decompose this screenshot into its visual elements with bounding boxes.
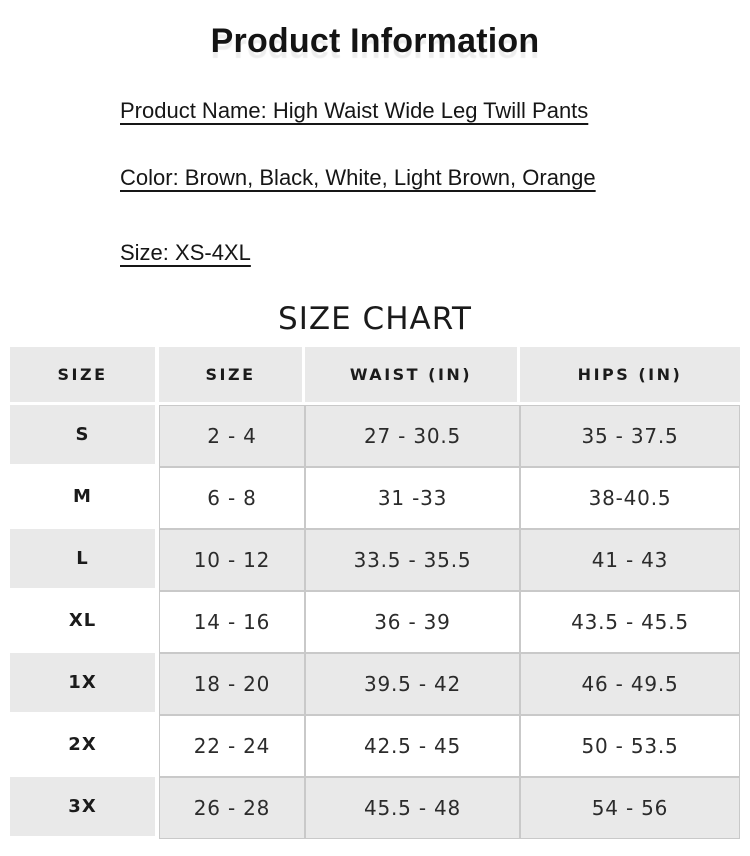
column-header-size-label: SIZE bbox=[10, 347, 159, 405]
color-line: Color: Brown, Black, White, Light Brown,… bbox=[120, 165, 596, 190]
size-label-cell: 1X bbox=[10, 653, 159, 715]
waist-cell: 31 -33 bbox=[305, 467, 520, 529]
hips-cell: 41 - 43 bbox=[520, 529, 740, 591]
waist-cell: 42.5 - 45 bbox=[305, 715, 520, 777]
column-header-hips: HIPS (IN) bbox=[520, 347, 740, 405]
waist-cell: 45.5 - 48 bbox=[305, 777, 520, 839]
column-header-size: SIZE bbox=[159, 347, 305, 405]
product-name-line: Product Name: High Waist Wide Leg Twill … bbox=[120, 98, 589, 123]
size-label-cell: XL bbox=[10, 591, 159, 653]
size-label-cell: M bbox=[10, 467, 159, 529]
us-size-cell: 18 - 20 bbox=[159, 653, 305, 715]
us-size-cell: 2 - 4 bbox=[159, 405, 305, 467]
size-line: Size: XS-4XL bbox=[120, 240, 251, 265]
waist-cell: 33.5 - 35.5 bbox=[305, 529, 520, 591]
waist-cell: 39.5 - 42 bbox=[305, 653, 520, 715]
hips-cell: 38-40.5 bbox=[520, 467, 740, 529]
hips-cell: 35 - 37.5 bbox=[520, 405, 740, 467]
hips-cell: 46 - 49.5 bbox=[520, 653, 740, 715]
hips-cell: 43.5 - 45.5 bbox=[520, 591, 740, 653]
size-chart-heading: SIZE CHART bbox=[278, 301, 472, 337]
hips-cell: 50 - 53.5 bbox=[520, 715, 740, 777]
page-title: Product Information bbox=[210, 22, 540, 60]
size-label-cell: L bbox=[10, 529, 159, 591]
waist-cell: 36 - 39 bbox=[305, 591, 520, 653]
product-info-section: Product Name: High Waist Wide Leg Twill … bbox=[120, 98, 690, 266]
size-label-cell: S bbox=[10, 405, 159, 467]
us-size-cell: 22 - 24 bbox=[159, 715, 305, 777]
size-label-cell: 2X bbox=[10, 715, 159, 777]
us-size-cell: 6 - 8 bbox=[159, 467, 305, 529]
size-chart-table: SIZE SIZE WAIST (IN) HIPS (IN) S 2 - 4 2… bbox=[10, 347, 740, 839]
us-size-cell: 14 - 16 bbox=[159, 591, 305, 653]
us-size-cell: 10 - 12 bbox=[159, 529, 305, 591]
hips-cell: 54 - 56 bbox=[520, 777, 740, 839]
size-label-cell: 3X bbox=[10, 777, 159, 839]
column-header-waist: WAIST (IN) bbox=[305, 347, 520, 405]
us-size-cell: 26 - 28 bbox=[159, 777, 305, 839]
waist-cell: 27 - 30.5 bbox=[305, 405, 520, 467]
